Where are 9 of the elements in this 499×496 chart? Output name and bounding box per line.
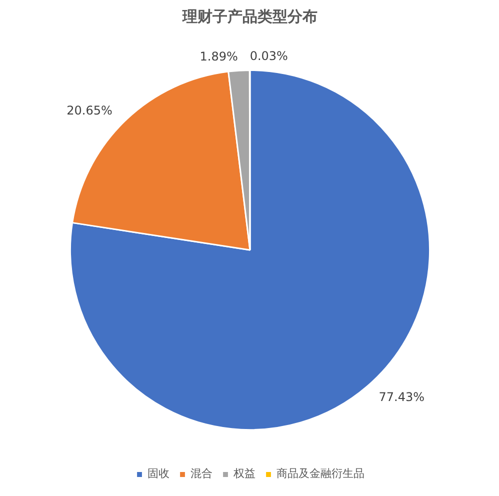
- legend-label: 权益: [234, 466, 256, 481]
- data-label: 1.89%: [200, 49, 238, 64]
- legend-label: 商品及金融衍生品: [276, 466, 364, 481]
- data-label: 77.43%: [378, 390, 425, 404]
- data-label: 0.03%: [250, 49, 288, 64]
- legend-label: 固收: [148, 466, 170, 481]
- chart-title: 理财子产品类型分布: [182, 8, 318, 26]
- data-label: 20.65%: [66, 104, 112, 118]
- legend-label: 混合: [190, 466, 212, 481]
